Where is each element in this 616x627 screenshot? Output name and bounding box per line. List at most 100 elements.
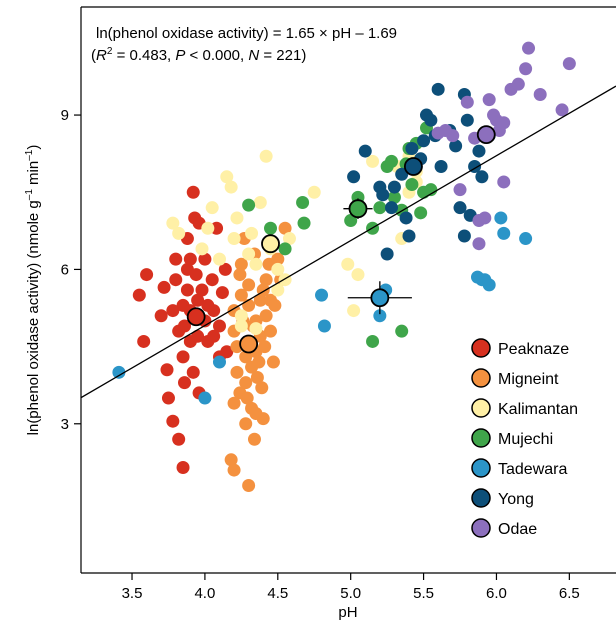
- x-tick-label: 4.5: [267, 585, 288, 602]
- mean-point: [370, 288, 390, 308]
- data-point: [358, 144, 372, 158]
- data-point: [245, 226, 259, 240]
- data-point: [234, 319, 248, 333]
- data-point: [271, 283, 285, 297]
- data-point: [227, 396, 241, 410]
- data-point: [180, 283, 194, 297]
- data-point: [387, 190, 401, 204]
- data-point: [347, 170, 361, 184]
- data-point: [380, 247, 394, 261]
- data-point: [351, 268, 365, 282]
- legend-swatch: [471, 338, 491, 358]
- data-point: [341, 257, 355, 271]
- data-point: [166, 414, 180, 428]
- data-point: [472, 214, 486, 228]
- data-point: [296, 196, 310, 210]
- data-point: [424, 113, 438, 127]
- data-point: [176, 350, 190, 364]
- data-point: [460, 95, 474, 109]
- data-point: [212, 319, 226, 333]
- data-point: [205, 273, 219, 287]
- data-point: [207, 329, 221, 343]
- data-point: [249, 257, 263, 271]
- data-point: [278, 242, 292, 256]
- data-point: [169, 252, 183, 266]
- data-point: [233, 268, 247, 282]
- data-point: [259, 149, 273, 163]
- legend-label: Migneint: [498, 371, 559, 388]
- data-point: [259, 309, 273, 323]
- data-point: [195, 242, 209, 256]
- data-point: [220, 345, 234, 359]
- data-point: [317, 319, 331, 333]
- data-point: [366, 154, 380, 168]
- legend-swatch: [471, 368, 491, 388]
- data-point: [497, 226, 511, 240]
- data-point: [137, 334, 151, 348]
- legend-label: Kalimantan: [498, 401, 578, 418]
- regression-line: [81, 85, 616, 399]
- x-tick-label: 6.0: [486, 585, 507, 602]
- y-tick-label: 6: [61, 261, 69, 278]
- data-point: [176, 461, 190, 475]
- data-point: [227, 463, 241, 477]
- data-point: [157, 280, 171, 294]
- data-point: [201, 298, 215, 312]
- data-point: [249, 406, 263, 420]
- data-point: [431, 82, 445, 96]
- data-point: [366, 334, 380, 348]
- data-point: [224, 180, 238, 194]
- data-point: [453, 201, 467, 215]
- data-point: [266, 355, 280, 369]
- data-point: [220, 170, 234, 184]
- regression-stats: (R2 = 0.483, P < 0.000, N = 221): [91, 46, 306, 64]
- mean-point: [403, 157, 423, 176]
- data-point: [234, 309, 248, 323]
- data-point: [178, 376, 192, 390]
- data-point: [449, 139, 463, 153]
- data-point: [385, 201, 399, 215]
- data-point: [230, 365, 244, 379]
- data-point: [497, 116, 511, 130]
- data-point: [376, 188, 390, 202]
- data-point: [253, 196, 267, 210]
- data-point: [264, 221, 278, 235]
- x-tick-label: 5.0: [340, 585, 361, 602]
- x-ticks: 3.5 4.0 4.5 5.0 5.5 6.0 6.5: [122, 573, 580, 602]
- data-point: [395, 167, 409, 181]
- data-point: [224, 453, 238, 467]
- data-point: [533, 87, 547, 101]
- data-point: [112, 365, 126, 379]
- legend-swatch: [471, 398, 491, 418]
- data-point: [472, 144, 486, 158]
- data-point: [282, 232, 296, 246]
- data-point: [227, 232, 241, 246]
- data-point: [212, 355, 226, 369]
- data-point: [385, 154, 399, 168]
- data-point: [186, 365, 200, 379]
- data-point: [522, 41, 536, 55]
- data-point: [239, 350, 253, 364]
- data-point: [344, 214, 358, 228]
- data-point: [161, 391, 175, 405]
- data-point: [249, 322, 263, 336]
- data-point: [242, 198, 256, 212]
- legend-label: Peaknaze: [498, 341, 569, 358]
- data-point: [268, 298, 282, 312]
- y-axis-title: ln(phenol oxidase activity) (nmole g–1 m…: [24, 145, 42, 436]
- data-point: [234, 288, 248, 302]
- data-point: [242, 479, 256, 493]
- x-tick-label: 3.5: [122, 585, 143, 602]
- data-point: [315, 288, 329, 302]
- data-point: [252, 355, 266, 369]
- data-point: [402, 229, 416, 243]
- data-point: [471, 270, 485, 284]
- data-point: [562, 57, 576, 71]
- data-point: [160, 363, 174, 377]
- data-point: [271, 262, 285, 276]
- data-point: [247, 432, 261, 446]
- data-point: [215, 286, 229, 300]
- data-point: [424, 183, 438, 197]
- data-point: [259, 273, 273, 287]
- data-point: [457, 229, 471, 243]
